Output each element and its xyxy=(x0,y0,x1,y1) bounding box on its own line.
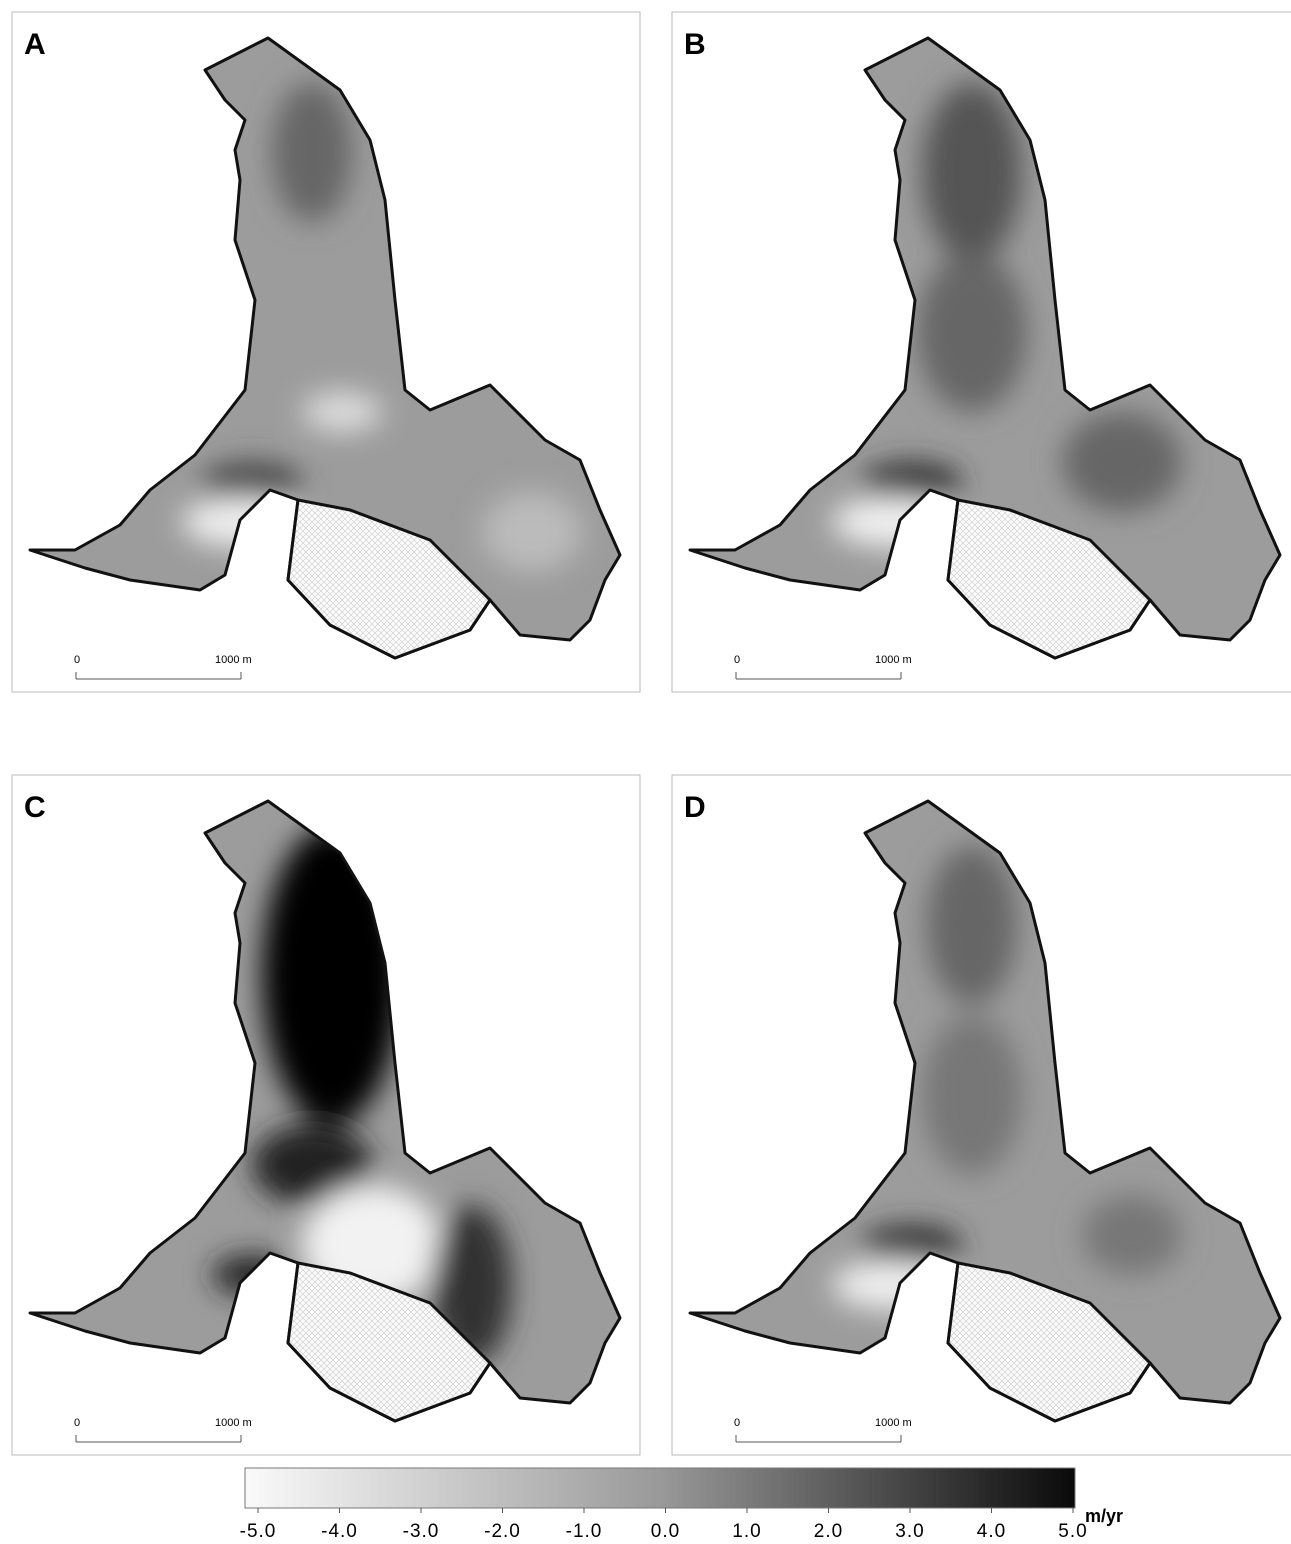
colorbar-tick-label: -2.0 xyxy=(484,1521,521,1542)
scale-label: 0 xyxy=(74,1417,80,1429)
colorbar-tick-label: -3.0 xyxy=(403,1521,440,1542)
colorbar-tick-label: -5.0 xyxy=(240,1521,277,1542)
map-panel: D 0 1000 m xyxy=(672,775,1291,1455)
colorbar-tick-label: 0.0 xyxy=(651,1521,680,1542)
scale-label: 1000 m xyxy=(875,654,912,666)
map-panel: B 0 1000 m xyxy=(672,12,1291,692)
shade-blob xyxy=(272,82,352,222)
shade-blob xyxy=(482,492,582,572)
scale-label: 1000 m xyxy=(215,654,252,666)
colorbar-tick-label: 4.0 xyxy=(977,1521,1006,1542)
shade-blob xyxy=(917,252,1027,412)
scale-label: 1000 m xyxy=(875,1417,912,1429)
colorbar xyxy=(245,1468,1075,1508)
scale-label: 0 xyxy=(734,654,740,666)
shade-blob xyxy=(922,82,1022,262)
panel-label: A xyxy=(24,28,46,61)
shade-blob xyxy=(1082,1195,1182,1275)
scale-label: 0 xyxy=(74,654,80,666)
map-panel: A 0 1000 m xyxy=(12,12,640,692)
colorbar-tick-label: 2.0 xyxy=(814,1521,843,1542)
panel-label: D xyxy=(684,791,706,824)
panel-label: C xyxy=(24,791,46,824)
figure: A 0 1000 m B 0 1000 m C 0 1000 m D 0 1000 m -5.0 -4.0… xyxy=(0,0,1291,1544)
shade-blob xyxy=(927,845,1017,1005)
scale-label: 0 xyxy=(734,1417,740,1429)
panel-label: B xyxy=(684,28,706,61)
colorbar-tick-label: -4.0 xyxy=(321,1521,358,1542)
shade-blob xyxy=(832,1260,952,1310)
shade-blob xyxy=(262,825,402,1125)
colorbar-tick-label: -1.0 xyxy=(566,1521,603,1542)
shade-blob xyxy=(302,392,382,432)
colorbar-tick-label: 1.0 xyxy=(732,1521,761,1542)
colorbar-unit: m/yr xyxy=(1085,1506,1123,1526)
shade-blob xyxy=(1062,412,1182,512)
shade-blob xyxy=(212,1255,292,1295)
colorbar-tick-label: 5.0 xyxy=(1058,1521,1087,1542)
shade-blob xyxy=(832,497,952,547)
shade-blob xyxy=(182,497,302,547)
shade-blob xyxy=(922,1015,1022,1175)
map-panel: C 0 1000 m xyxy=(12,775,640,1455)
scale-label: 1000 m xyxy=(215,1417,252,1429)
colorbar-tick-label: 3.0 xyxy=(895,1521,924,1542)
